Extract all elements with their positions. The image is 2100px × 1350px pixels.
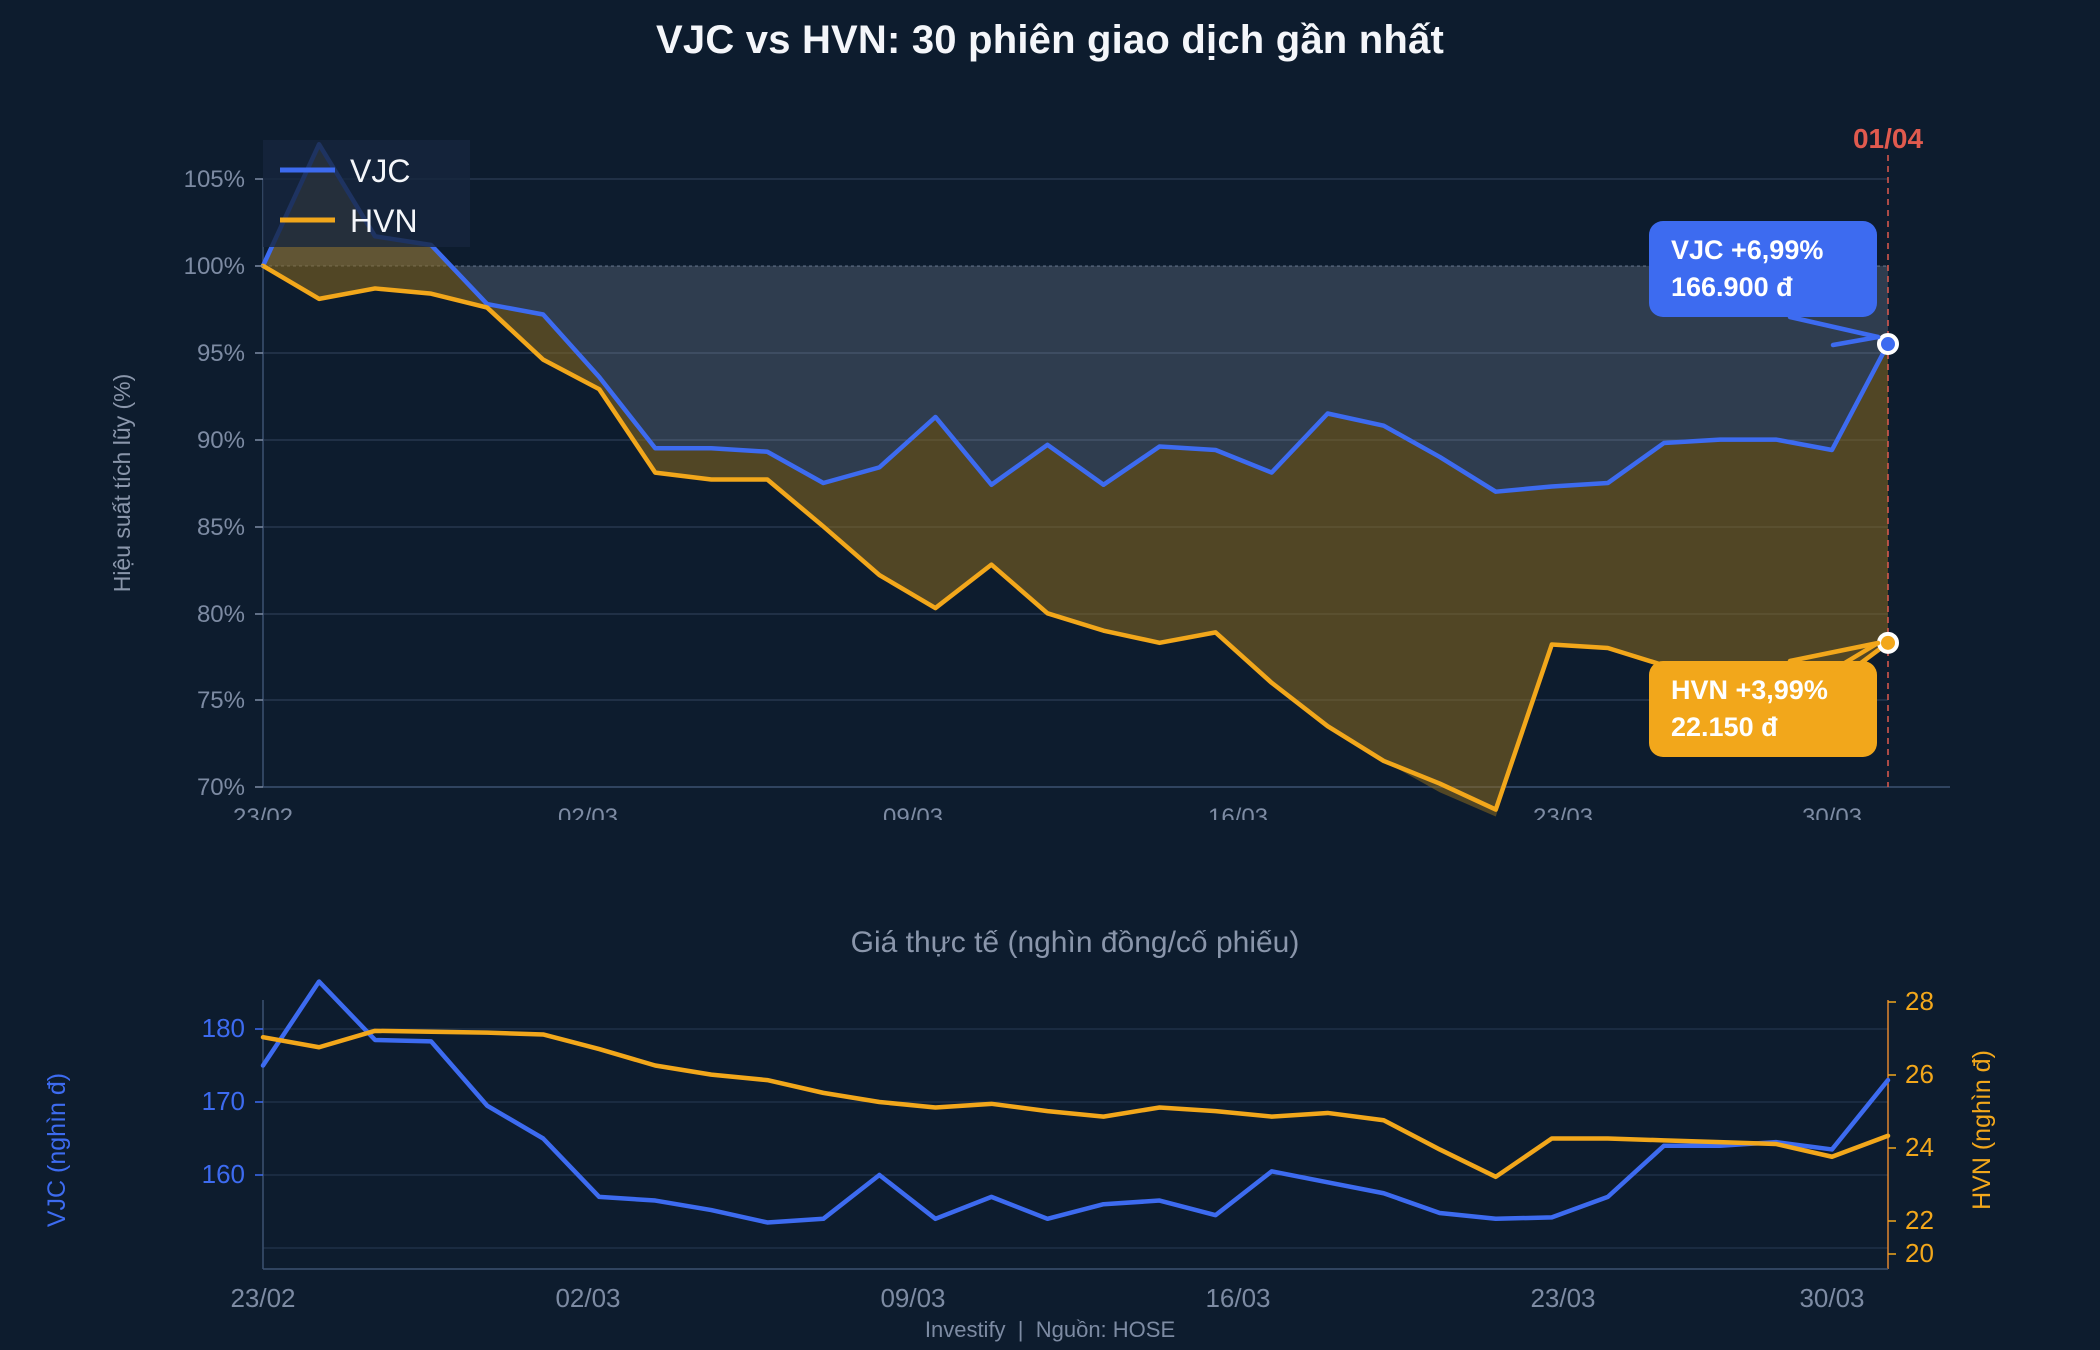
svg-text:HVN: HVN bbox=[350, 203, 418, 239]
svg-text:20: 20 bbox=[1905, 1238, 1934, 1268]
svg-text:HVN (nghìn đ): HVN (nghìn đ) bbox=[1968, 1050, 1996, 1210]
svg-text:95%: 95% bbox=[197, 340, 245, 367]
svg-text:23/03: 23/03 bbox=[1533, 804, 1593, 820]
svg-text:01/04: 01/04 bbox=[1853, 123, 1923, 154]
svg-text:30/03: 30/03 bbox=[1802, 804, 1862, 820]
svg-text:90%: 90% bbox=[197, 427, 245, 454]
svg-text:70%: 70% bbox=[197, 774, 245, 801]
svg-text:02/03: 02/03 bbox=[558, 804, 618, 820]
svg-text:75%: 75% bbox=[197, 687, 245, 714]
svg-text:100%: 100% bbox=[184, 253, 245, 280]
svg-text:26: 26 bbox=[1905, 1059, 1934, 1089]
svg-text:16/03: 16/03 bbox=[1208, 804, 1268, 820]
svg-text:VJC +6,99%: VJC +6,99% bbox=[1671, 235, 1823, 265]
svg-text:180: 180 bbox=[202, 1013, 245, 1043]
svg-text:09/03: 09/03 bbox=[883, 804, 943, 820]
svg-text:Hiệu suất tích lũy (%): Hiệu suất tích lũy (%) bbox=[109, 374, 135, 593]
svg-text:02/03: 02/03 bbox=[555, 1283, 620, 1313]
svg-text:16/03: 16/03 bbox=[1205, 1283, 1270, 1313]
svg-text:105%: 105% bbox=[184, 166, 245, 193]
svg-text:30/03: 30/03 bbox=[1799, 1283, 1864, 1313]
svg-text:28: 28 bbox=[1905, 986, 1934, 1016]
svg-text:Giá thực tế (nghìn đồng/cổ phi: Giá thực tế (nghìn đồng/cổ phiếu) bbox=[851, 930, 1300, 959]
svg-text:23/03: 23/03 bbox=[1530, 1283, 1595, 1313]
svg-text:HVN +3,99%: HVN +3,99% bbox=[1671, 675, 1828, 705]
svg-text:23/02: 23/02 bbox=[233, 804, 293, 820]
svg-text:160: 160 bbox=[202, 1159, 245, 1189]
svg-text:24: 24 bbox=[1905, 1132, 1934, 1162]
svg-text:VJC (nghìn đ): VJC (nghìn đ) bbox=[43, 1073, 71, 1227]
svg-text:VJC: VJC bbox=[350, 153, 410, 189]
svg-text:22.150 đ: 22.150 đ bbox=[1671, 712, 1778, 742]
svg-text:22: 22 bbox=[1905, 1205, 1934, 1235]
svg-text:80%: 80% bbox=[197, 601, 245, 628]
svg-text:85%: 85% bbox=[197, 514, 245, 541]
svg-text:166.900 đ: 166.900 đ bbox=[1671, 272, 1793, 302]
svg-text:23/02: 23/02 bbox=[230, 1283, 295, 1313]
svg-text:170: 170 bbox=[202, 1086, 245, 1116]
svg-text:09/03: 09/03 bbox=[880, 1283, 945, 1313]
